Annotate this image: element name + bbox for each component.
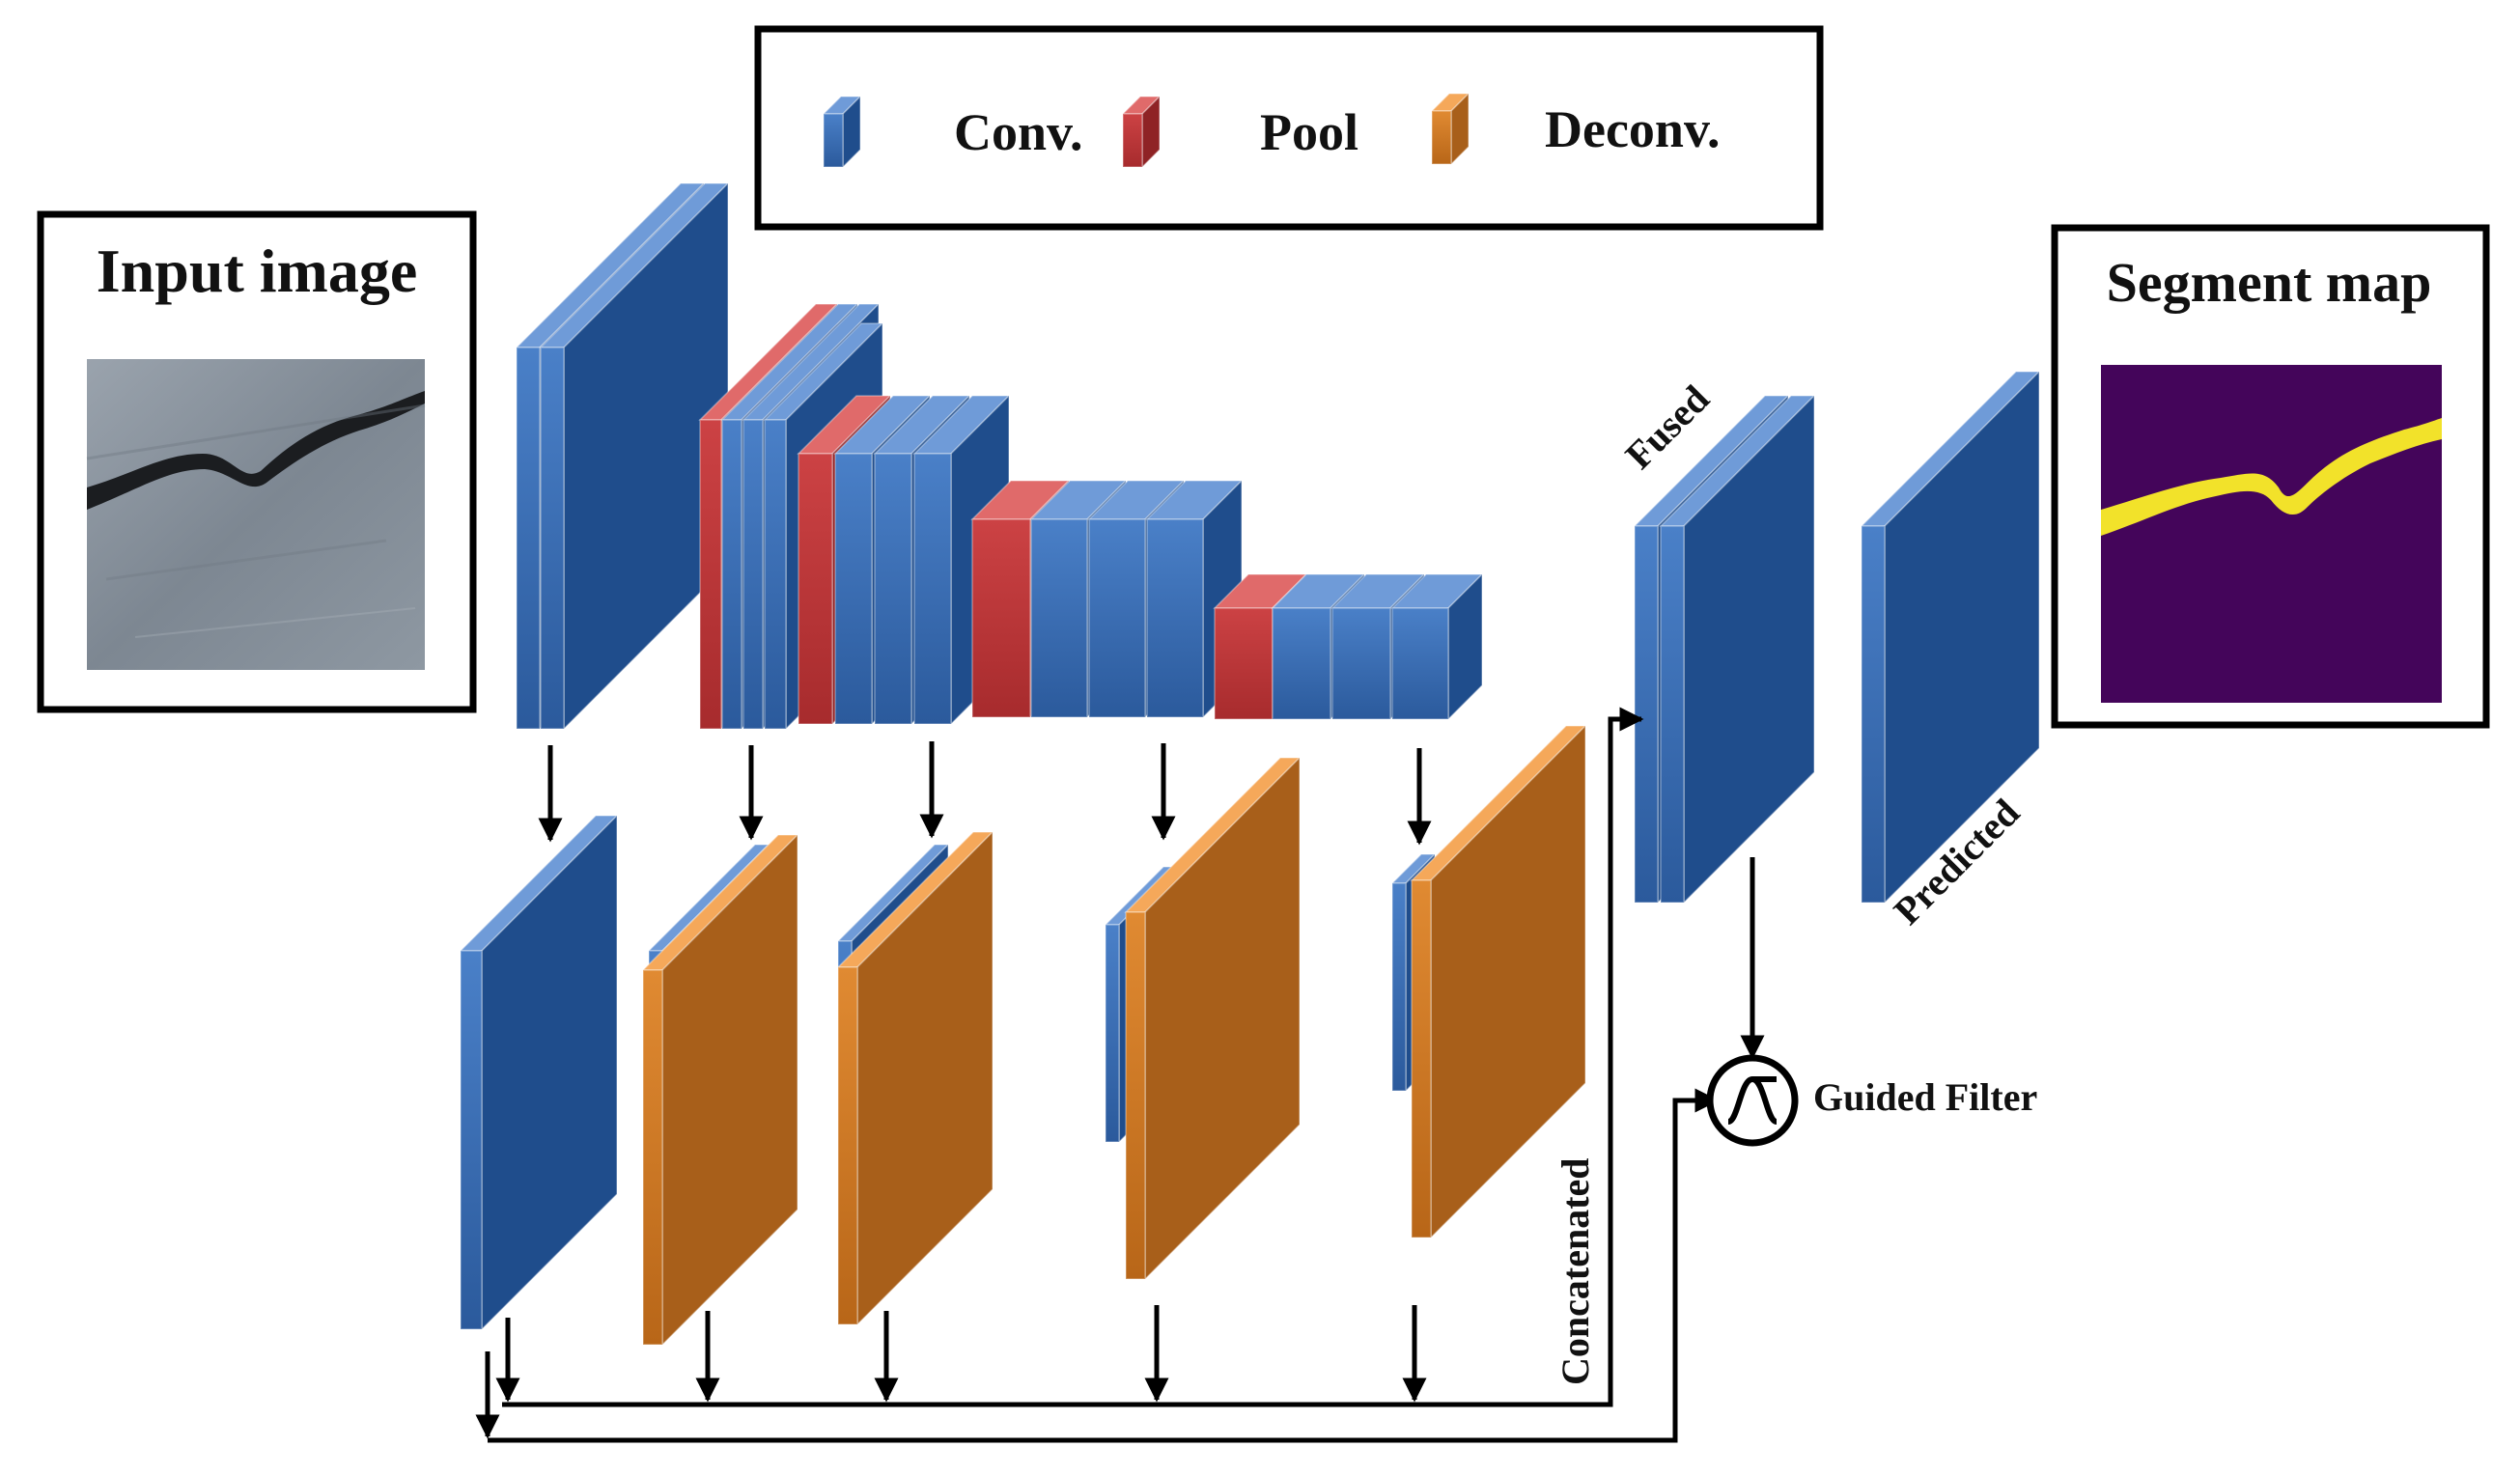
guided-filter-label: Guided Filter: [1813, 1075, 2037, 1119]
conv-legend-icon: [822, 95, 862, 169]
legend-deconv-label: Deconv.: [1545, 100, 1721, 158]
conv-block-front: [874, 453, 912, 725]
conv-block-front: [516, 347, 541, 730]
conv-block-front: [1391, 607, 1449, 720]
crack-photo: [86, 359, 426, 670]
conv-block-front: [1331, 607, 1391, 720]
conv-block-front: [1660, 525, 1685, 904]
deconv-block: [1124, 756, 1302, 1281]
conv-block-front: [1272, 607, 1331, 720]
deconv-block-side: [1144, 756, 1301, 1281]
deconv-block: [641, 833, 799, 1347]
pool-icon: [1121, 95, 1162, 169]
conv-block-front: [742, 419, 764, 730]
deconv-block-front: [837, 966, 858, 1325]
conv-block-front: [913, 453, 952, 725]
connectors: [475, 707, 1765, 1443]
conv-block-front: [823, 113, 844, 168]
input-panel-title: Input image: [97, 237, 418, 305]
network-blocks: [459, 181, 2041, 1347]
conv-block-front: [834, 453, 873, 725]
deconv-block-front: [1125, 911, 1146, 1280]
sine-wave-icon: [1726, 1075, 1778, 1125]
conv-block-front: [1105, 924, 1120, 1143]
conv-block: [1390, 572, 1484, 721]
concat-bus: [502, 707, 1644, 1407]
pool-legend-icon: [1121, 95, 1162, 169]
pool-block-front: [971, 518, 1031, 718]
legend-conv-label: Conv.: [954, 103, 1083, 161]
deconv-block-front: [1431, 110, 1452, 165]
side-conv-block: [459, 814, 619, 1331]
deconv-block-side: [661, 833, 798, 1347]
legend-frame: [754, 25, 1824, 231]
conv-block-front: [1088, 518, 1146, 718]
pool-block-front: [1214, 607, 1274, 720]
conv-block-front: [1146, 518, 1204, 718]
legend: Conv. Pool Deconv.: [754, 25, 1824, 231]
conv-block-front: [1391, 882, 1407, 1092]
sine-wave-circle-icon: [1706, 1054, 1799, 1147]
conv-block-front: [1030, 518, 1088, 718]
output-panel-title: Segment map: [2107, 251, 2432, 314]
guidance-bus: [488, 1088, 1720, 1443]
segment-map-panel: Segment map: [2051, 224, 2490, 729]
pool-block-front: [798, 453, 833, 725]
conv-block-front: [721, 419, 742, 730]
conv-block: [539, 181, 730, 731]
conv-block-side: [481, 814, 618, 1331]
input-image-panel: Input image: [37, 210, 477, 713]
deconv-block: [1410, 724, 1587, 1239]
conv-block-front: [460, 950, 483, 1330]
deconv-block-front: [1411, 879, 1432, 1238]
concatenated-label: Concatenated: [1554, 1157, 1597, 1385]
conv-block-front: [1634, 525, 1659, 904]
guided-filter-node: Guided Filter: [1706, 1054, 2037, 1147]
deconv-block: [836, 830, 994, 1326]
segmentation-image: [2101, 365, 2442, 703]
pool-block-front: [699, 419, 722, 730]
pool-block-front: [1122, 113, 1143, 168]
fused-block: [1659, 394, 1816, 904]
conv-block-front: [540, 347, 565, 730]
deconv-block-front: [642, 969, 663, 1346]
deconv-icon: [1430, 92, 1470, 166]
predicted-block: [1860, 370, 2041, 904]
deconv-legend-icon: [1430, 92, 1470, 166]
legend-pool-label: Pool: [1260, 103, 1358, 161]
conv-icon: [822, 95, 862, 169]
conv-block-front: [1861, 525, 1886, 904]
conv-block-front: [764, 419, 787, 730]
